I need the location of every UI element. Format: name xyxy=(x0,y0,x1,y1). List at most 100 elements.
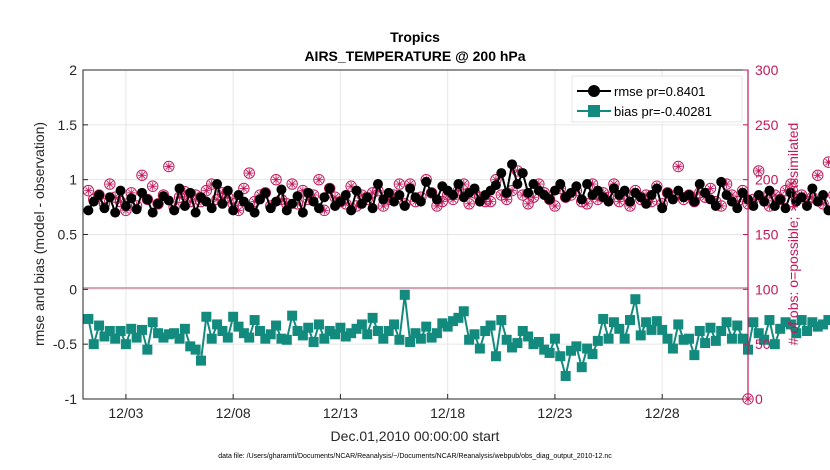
asterisk-stroke xyxy=(288,180,296,188)
rmse-point xyxy=(517,168,528,179)
rmse-point xyxy=(260,187,271,198)
legend-rmse-marker xyxy=(588,85,600,97)
y-tick-label: -1 xyxy=(65,391,78,407)
bias-point xyxy=(501,334,512,345)
rmse-point xyxy=(448,190,459,201)
bias-point xyxy=(662,333,673,344)
bias-point xyxy=(490,351,501,362)
bias-point xyxy=(549,333,560,344)
rmse-layer xyxy=(83,159,830,218)
obs-possible-point xyxy=(822,156,830,168)
obs-assimilated-point xyxy=(346,182,356,191)
bias-point xyxy=(587,349,598,360)
obs-assimilated-point xyxy=(523,199,533,208)
bias-point xyxy=(769,339,780,350)
rmse-point xyxy=(667,194,678,205)
rmse-point xyxy=(99,203,110,214)
bias-point xyxy=(764,315,775,326)
obs-assimilated-point xyxy=(148,182,157,191)
asterisk-stroke xyxy=(503,196,510,203)
rmse-point xyxy=(120,200,131,211)
obs-assimilated-point xyxy=(239,184,249,193)
rmse-point xyxy=(131,204,142,215)
bias-point xyxy=(571,341,582,352)
bias-point xyxy=(330,329,341,340)
rmse-point xyxy=(163,195,174,206)
asterisk-stroke xyxy=(396,180,403,188)
rmse-point xyxy=(319,192,330,203)
bias-point xyxy=(775,323,786,334)
obs-possible-point xyxy=(104,178,116,190)
bias-point xyxy=(507,342,518,353)
bias-point xyxy=(362,329,373,340)
obs-possible-point xyxy=(93,189,105,201)
bias-point xyxy=(651,316,662,327)
bias-point xyxy=(539,344,550,355)
bias-point xyxy=(673,319,684,330)
obs-possible-point xyxy=(812,169,824,181)
bias-layer xyxy=(83,289,830,381)
bias-point xyxy=(667,343,678,354)
bias-point xyxy=(684,333,695,344)
chart-title: Tropics xyxy=(390,29,440,45)
bias-point xyxy=(737,333,748,344)
y-tick-label: -0.5 xyxy=(53,336,77,352)
asterisk-stroke xyxy=(433,202,441,210)
bias-point xyxy=(726,333,737,344)
asterisk-stroke xyxy=(524,200,532,208)
rmse-point xyxy=(147,207,158,218)
rmse-point xyxy=(179,200,190,211)
y-right-tick-label: 50 xyxy=(755,336,771,352)
rmse-point xyxy=(190,207,201,218)
rmse-point xyxy=(249,207,260,218)
obs-possible-point xyxy=(243,167,255,179)
rmse-point xyxy=(818,190,829,201)
y-tick-label: 1 xyxy=(69,172,77,188)
bias-point xyxy=(759,334,770,345)
obs-possible-point xyxy=(323,182,336,195)
bias-point xyxy=(142,344,153,355)
obs-assimilated-point xyxy=(464,199,474,208)
bias-point xyxy=(448,316,459,327)
rmse-point xyxy=(625,196,636,207)
bias-point xyxy=(158,332,169,343)
obs-possible-point xyxy=(774,193,786,206)
bias-point xyxy=(630,294,641,305)
rmse-point xyxy=(710,200,721,211)
obs-possible-point xyxy=(753,165,765,177)
bias-point xyxy=(496,315,507,326)
asterisk-stroke xyxy=(321,207,328,214)
obs-assimilated-point xyxy=(164,162,174,171)
rmse-point xyxy=(801,200,812,211)
rmse-point xyxy=(582,179,593,190)
obs-assimilated-point xyxy=(137,171,147,180)
rmse-point xyxy=(405,183,416,194)
rmse-point xyxy=(512,179,523,190)
bias-point xyxy=(367,312,378,323)
rmse-point xyxy=(228,205,239,216)
rmse-point xyxy=(367,203,378,214)
asterisk-stroke xyxy=(771,191,779,199)
bias-point xyxy=(147,317,158,328)
bias-point xyxy=(281,334,292,345)
x-tick-label: 12/18 xyxy=(430,405,465,421)
rmse-point xyxy=(507,159,518,170)
bias-point xyxy=(748,317,759,328)
bias-point xyxy=(453,312,464,323)
rmse-point xyxy=(496,168,507,179)
obs-assimilated-point xyxy=(786,179,796,189)
bias-point xyxy=(254,326,265,337)
legend-box xyxy=(571,75,743,123)
bias-point xyxy=(115,326,126,337)
rmse-point xyxy=(641,198,652,209)
bias-point xyxy=(383,326,394,337)
rmse-point xyxy=(453,179,464,190)
rmse-point xyxy=(716,176,727,187)
rmse-point xyxy=(576,194,587,205)
bias-point xyxy=(287,310,298,321)
bias-point xyxy=(217,326,228,337)
bias-point xyxy=(592,335,603,346)
bias-point xyxy=(378,333,389,344)
bias-point xyxy=(163,329,174,340)
bias-point xyxy=(544,347,555,358)
